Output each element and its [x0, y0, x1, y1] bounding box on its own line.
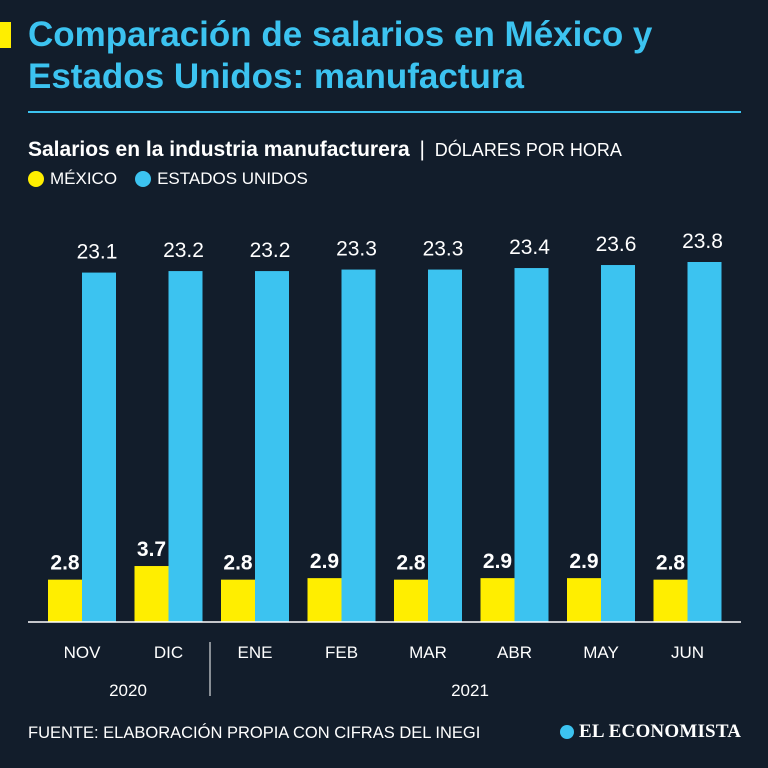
bar-mexico-may [567, 578, 601, 622]
title-accent-bar [0, 22, 11, 48]
data-label-usa-mar: 23.3 [423, 238, 464, 261]
year-label-2020: 2020 [109, 681, 147, 700]
bar-mexico-feb [307, 578, 342, 622]
data-label-mexico-mar: 2.8 [396, 552, 426, 575]
bar-usa-may [601, 265, 635, 622]
subtitle-main: Salarios en la industria manufacturera [28, 138, 410, 161]
data-label-mexico-nov: 2.8 [50, 552, 80, 575]
data-label-mexico-feb: 2.9 [310, 550, 339, 573]
bar-mexico-jun [653, 579, 688, 622]
legend-label-usa: ESTADOS UNIDOS [157, 169, 308, 188]
bar-usa-feb [341, 269, 376, 622]
bar-mexico-abr [480, 578, 515, 622]
x-tick-label-ene: ENE [238, 643, 273, 662]
title-divider [28, 111, 741, 113]
bar-usa-ene [255, 271, 289, 622]
data-label-mexico-may: 2.9 [569, 550, 598, 573]
bar-usa-abr [514, 268, 549, 622]
chart-subtitle: Salarios en la industria manufacturera |… [28, 138, 622, 162]
bar-usa-dic [168, 271, 203, 622]
data-label-usa-dic: 23.2 [163, 239, 204, 262]
legend-swatch-mexico [28, 171, 44, 187]
data-label-usa-may: 23.6 [596, 233, 637, 256]
bar-usa-nov [82, 272, 116, 622]
year-label-2021: 2021 [451, 681, 489, 700]
x-tick-label-dic: DIC [154, 643, 183, 662]
data-label-usa-ene: 23.2 [250, 239, 291, 262]
chart-legend: MÉXICO ESTADOS UNIDOS [28, 168, 326, 190]
x-tick-label-mar: MAR [409, 643, 447, 662]
brand-logo: EL ECONOMISTA [560, 721, 741, 743]
bar-mexico-dic [134, 566, 169, 622]
x-tick-label-jun: JUN [671, 643, 704, 662]
data-label-usa-nov: 23.1 [77, 241, 118, 264]
x-tick-label-nov: NOV [64, 643, 102, 662]
data-label-mexico-ene: 2.8 [223, 552, 253, 575]
page-title: Comparación de salarios en México y Esta… [28, 15, 653, 96]
legend-label-mexico: MÉXICO [50, 169, 118, 188]
x-tick-label-feb: FEB [325, 643, 358, 662]
bar-mexico-ene [221, 579, 255, 622]
data-label-mexico-dic: 3.7 [137, 538, 166, 561]
x-tick-label-abr: ABR [497, 643, 532, 662]
data-label-usa-feb: 23.3 [336, 238, 377, 261]
globe-icon [560, 725, 574, 739]
data-label-usa-jun: 23.8 [682, 230, 723, 253]
x-tick-label-may: MAY [583, 643, 619, 662]
data-label-mexico-jun: 2.8 [656, 552, 686, 575]
bar-mexico-nov [48, 579, 82, 622]
legend-item-mexico: MÉXICO [28, 168, 117, 190]
bar-mexico-mar [394, 579, 428, 622]
subtitle-unit: DÓLARES POR HORA [434, 140, 622, 160]
brand-name: EL ECONOMISTA [579, 721, 742, 742]
data-label-usa-abr: 23.4 [509, 236, 550, 259]
source-note: FUENTE: ELABORACIÓN PROPIA CON CIFRAS DE… [28, 724, 481, 742]
bar-usa-jun [687, 262, 722, 622]
legend-item-usa: ESTADOS UNIDOS [135, 168, 308, 190]
subtitle-separator: | [419, 138, 425, 161]
legend-swatch-usa [135, 171, 152, 187]
bar-usa-mar [428, 269, 462, 622]
data-label-mexico-abr: 2.9 [483, 550, 512, 573]
